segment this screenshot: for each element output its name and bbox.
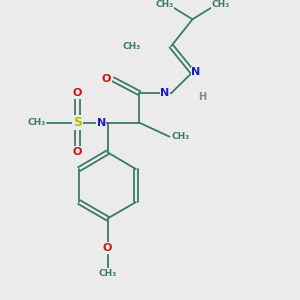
Text: H: H xyxy=(198,92,206,102)
Text: O: O xyxy=(73,88,82,98)
Text: CH₃: CH₃ xyxy=(98,269,117,278)
Text: O: O xyxy=(102,74,111,84)
Text: O: O xyxy=(73,147,82,157)
Text: CH₃: CH₃ xyxy=(155,0,173,9)
Text: CH₃: CH₃ xyxy=(212,0,230,9)
Text: CH₃: CH₃ xyxy=(171,132,190,141)
Text: N: N xyxy=(191,67,201,77)
Text: O: O xyxy=(103,243,112,253)
Text: N: N xyxy=(97,118,106,128)
Text: CH₃: CH₃ xyxy=(123,42,141,51)
Text: N: N xyxy=(160,88,170,98)
Text: CH₃: CH₃ xyxy=(27,118,46,127)
Text: S: S xyxy=(73,116,82,129)
